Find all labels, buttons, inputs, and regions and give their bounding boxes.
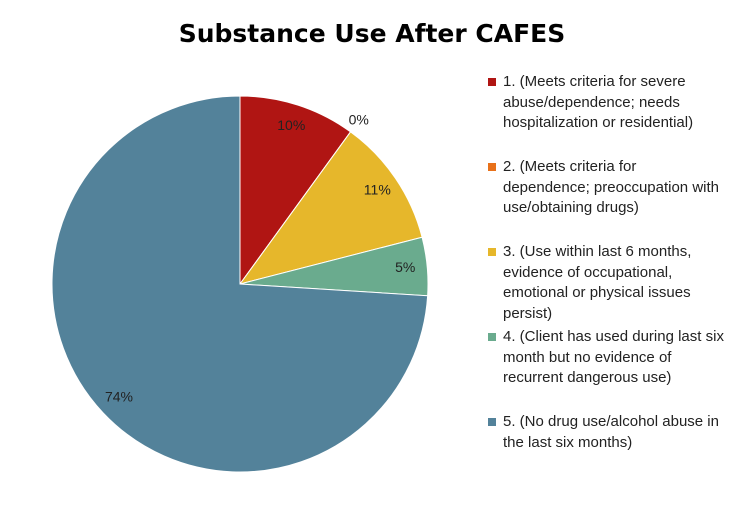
pie: 10% 0% 11% 5% 74% <box>51 95 429 473</box>
data-label: 0% <box>349 111 369 127</box>
data-label: 11% <box>364 181 391 197</box>
data-label: 5% <box>395 259 415 275</box>
pie-slice <box>239 95 352 286</box>
pie-slice <box>51 95 429 473</box>
legend-item: 4. (Client has used during last six mont… <box>488 327 724 389</box>
legend-item: 5. (No drug use/alcohol abuse in the las… <box>488 412 724 453</box>
legend-item: 2. (Meets criteria for dependence; preoc… <box>488 157 724 219</box>
data-label: 74% <box>105 388 133 404</box>
legend-item: 1. (Meets criteria for severe abuse/depe… <box>488 72 724 134</box>
legend-swatch <box>488 418 496 426</box>
pie-slice <box>238 131 423 285</box>
legend-swatch <box>488 163 496 171</box>
data-label: 10% <box>277 117 305 133</box>
legend-label: 2. (Meets criteria for dependence; preoc… <box>503 158 719 216</box>
legend-swatch <box>488 78 496 86</box>
legend-item: 3. (Use within last 6 months, evidence o… <box>488 242 724 324</box>
legend-label: 3. (Use within last 6 months, evidence o… <box>503 243 692 322</box>
chart-title: Substance Use After CAFES <box>179 19 566 48</box>
legend-label: 1. (Meets criteria for severe abuse/depe… <box>503 73 694 131</box>
legend-swatch <box>488 333 496 341</box>
legend-label: 5. (No drug use/alcohol abuse in the las… <box>503 413 719 451</box>
legend-label: 4. (Client has used during last six mont… <box>503 328 724 386</box>
legend-swatch <box>488 248 496 256</box>
